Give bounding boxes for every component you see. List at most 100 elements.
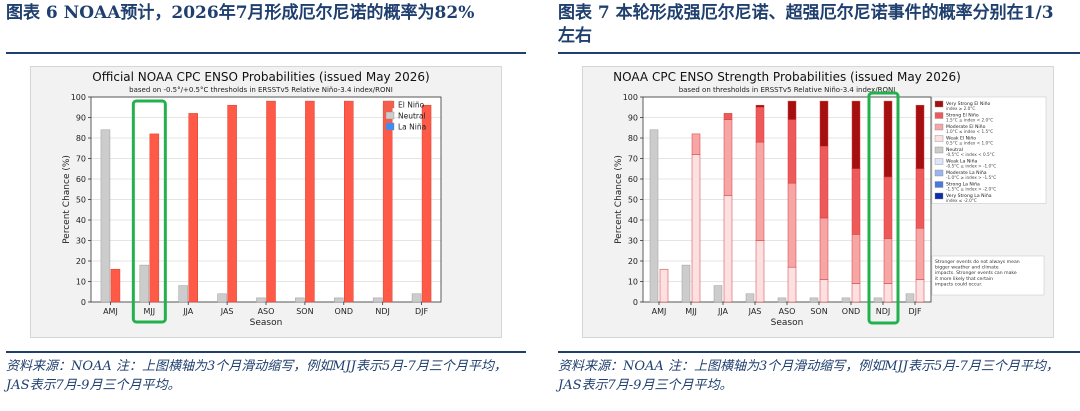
x-tick-label: OND [842, 307, 860, 316]
legend-swatch [934, 100, 944, 108]
x-tick-label: JJA [717, 307, 729, 316]
legend-range: 1.5°C ≤ index < 2.0°C [946, 118, 993, 123]
bar-el-nino [110, 268, 121, 303]
y-tick-label: 30 [76, 237, 86, 246]
legend-range: 0.5°C ≤ index < 1.0°C [946, 141, 993, 146]
y-tick-label: 50 [76, 196, 86, 205]
bar-neutral [217, 293, 227, 303]
bar-segment-el-nino [851, 100, 861, 169]
bar-neutral [295, 297, 305, 303]
bar-segment-el-nino [723, 119, 733, 196]
bar-segment-el-nino [755, 141, 765, 241]
bar-neutral [411, 293, 422, 303]
x-tick-label: AMJ [103, 307, 118, 316]
bar-el-nino [149, 133, 160, 303]
bar-segment-el-nino [883, 283, 893, 303]
bar-segment-el-nino [883, 238, 893, 284]
y-tick-label: 40 [628, 216, 638, 225]
bar-segment-el-nino [915, 279, 925, 303]
bar-el-nino [344, 100, 354, 303]
legend-swatch [934, 181, 944, 188]
x-axis-label: Season [250, 318, 283, 328]
y-tick-label: 40 [76, 216, 86, 225]
legend-range: index ≥ 2.0°C [946, 106, 975, 111]
bar-neutral [777, 297, 787, 303]
legend-range: -1.0°C ≥ index > -1.5°C [946, 175, 996, 180]
chart-subtitle: based on -0.5°/+0.5°C thresholds in ERSS… [129, 86, 393, 94]
x-tick-label: NDJ [375, 307, 390, 316]
bar-segment-el-nino [915, 168, 925, 229]
bar-neutral [334, 297, 344, 303]
y-tick-label: 0 [81, 298, 86, 307]
legend-swatch [385, 122, 395, 131]
bar-segment-el-nino [659, 268, 669, 303]
bar-neutral [178, 285, 188, 303]
legend-swatch [934, 123, 944, 131]
enso-strength-chart: NOAA CPC ENSO Strength Probabilities (is… [613, 70, 1047, 328]
bar-segment-el-nino [819, 217, 829, 280]
chart-subtitle: based on thresholds in ERSSTv5 Relative … [679, 86, 896, 94]
bar-segment-el-nino [851, 168, 861, 235]
bar-neutral [841, 297, 851, 303]
source-rule [558, 351, 1080, 353]
y-tick-label: 90 [628, 114, 638, 123]
bar-segment-el-nino [883, 176, 893, 239]
y-tick-label: 10 [76, 278, 86, 287]
bar-neutral [713, 285, 723, 303]
legend-swatch [385, 111, 395, 120]
y-tick-label: 80 [76, 134, 86, 143]
bar-neutral [745, 293, 755, 303]
bar-segment-el-nino [915, 227, 925, 280]
chart-frame: NOAA CPC ENSO Strength Probabilities (is… [582, 66, 1054, 338]
y-tick-label: 30 [628, 237, 638, 246]
y-tick-label: 100 [71, 93, 86, 102]
x-tick-label: AMJ [652, 307, 667, 316]
x-tick-label: DJF [415, 307, 429, 316]
legend-label: Neutral [398, 112, 426, 121]
figure-caption: 图表 6 NOAA预计，2026年7月形成厄尔尼诺的概率为82% [6, 3, 475, 23]
bar-neutral [256, 297, 266, 303]
y-tick-label: 70 [628, 155, 638, 164]
legend-swatch [934, 158, 944, 165]
y-tick-label: 60 [628, 175, 638, 184]
y-tick-label: 70 [76, 155, 86, 164]
bar-el-nino [227, 104, 237, 303]
bar-el-nino [382, 100, 393, 303]
x-tick-label: JAS [748, 307, 762, 316]
x-axis-label: Season [771, 318, 804, 328]
enso-probability-chart: Official NOAA CPC ENSO Probabilities (is… [62, 70, 442, 328]
x-tick-label: DJF [908, 307, 922, 316]
legend-swatch [934, 146, 944, 154]
bar-segment-el-nino [819, 100, 829, 147]
chart-title: NOAA CPC ENSO Strength Probabilities (is… [613, 70, 961, 84]
bar-segment-el-nino [851, 283, 861, 303]
x-tick-label: SON [810, 307, 827, 316]
legend-range: index ≤ -2.0°C [946, 198, 977, 203]
caption-rule [6, 52, 526, 54]
y-axis-label: Percent Chance (%) [62, 155, 72, 244]
legend-swatch [385, 100, 395, 109]
legend-range: 1.0°C ≤ index < 1.5°C [946, 129, 993, 134]
figure-panel-right: 图表 7 本轮形成强厄尔尼诺、超强厄尔尼诺事件的概率分别在1/3左右 NOAA … [552, 0, 1080, 411]
legend-label: La Niña [398, 123, 426, 132]
bar-segment-el-nino [915, 104, 925, 169]
y-tick-label: 10 [628, 278, 638, 287]
legend-label: Moderate El Niño [946, 124, 986, 130]
bar-el-nino [188, 113, 198, 303]
legend-label: El Niño [398, 101, 425, 110]
bar-segment-el-nino [851, 234, 861, 284]
legend-label: Weak La Niña [946, 159, 977, 165]
legend-range: -0.5°C ≥ index > -1.0°C [946, 164, 996, 169]
bar-segment-el-nino [755, 107, 765, 143]
x-tick-label: MJJ [144, 307, 156, 316]
source-note: 资料来源：NOAA 注：上图横轴为3个月滑动缩写，例如MJJ表示5月-7月三个月… [6, 359, 507, 393]
legend-swatch [934, 135, 944, 142]
x-tick-label: SON [296, 307, 313, 316]
x-tick-label: ASO [779, 307, 796, 316]
bar-segment-el-nino [883, 100, 893, 178]
bar-segment-el-nino [819, 279, 829, 303]
x-tick-label: NDJ [876, 307, 891, 316]
y-tick-label: 60 [76, 175, 86, 184]
legend-label: Neutral [946, 147, 963, 153]
bar-segment-el-nino [787, 100, 797, 120]
